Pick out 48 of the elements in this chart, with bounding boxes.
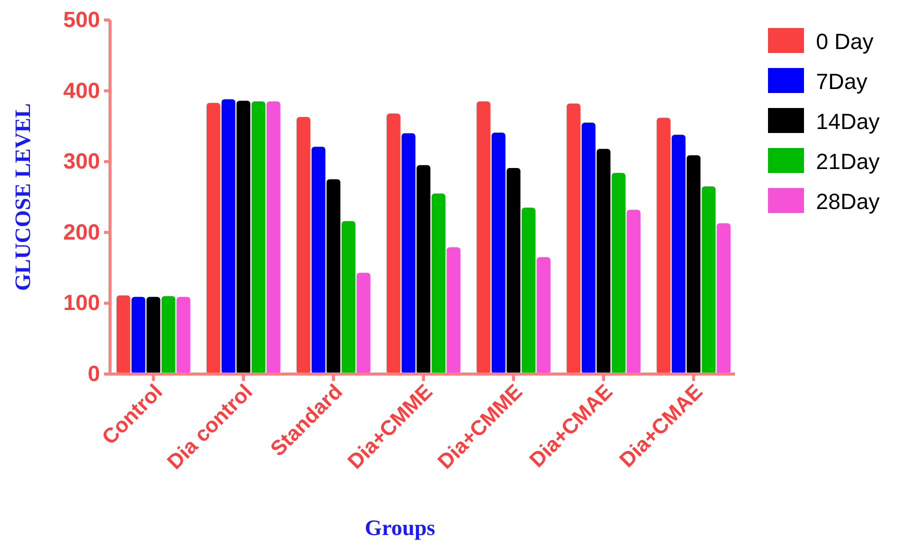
- bar: [432, 193, 446, 374]
- bar: [492, 132, 506, 374]
- bar: [566, 104, 580, 374]
- bar: [582, 122, 596, 374]
- bar: [686, 155, 700, 374]
- bar: [206, 102, 220, 374]
- bar: [176, 296, 190, 374]
- bar: [146, 296, 160, 374]
- bar: [356, 272, 370, 374]
- bar: [612, 172, 626, 374]
- legend-label: 0 Day: [816, 29, 874, 54]
- legend-label: 14Day: [816, 109, 880, 134]
- y-tick-label: 100: [63, 290, 100, 316]
- x-axis-title: Groups: [364, 515, 436, 540]
- bar: [522, 208, 536, 374]
- legend-label: 7Day: [816, 69, 868, 94]
- bar: [116, 295, 130, 374]
- bar: [416, 165, 430, 374]
- bar: [162, 296, 176, 374]
- bar: [716, 223, 730, 374]
- y-axis-title: GLUCOSE LEVEL: [10, 103, 35, 291]
- bar: [626, 210, 640, 374]
- bar: [266, 101, 280, 374]
- legend-label: 21Day: [816, 149, 880, 174]
- bar: [236, 100, 250, 374]
- bar: [672, 134, 686, 374]
- bar: [342, 221, 356, 374]
- bar: [476, 101, 490, 374]
- bar: [386, 113, 400, 374]
- bar: [326, 179, 340, 374]
- legend-label: 28Day: [816, 189, 880, 214]
- bar: [536, 257, 550, 374]
- y-tick-label: 400: [63, 78, 100, 103]
- bar: [312, 146, 326, 374]
- bar: [702, 186, 716, 374]
- y-tick-label: 200: [63, 219, 100, 244]
- bar: [446, 247, 460, 374]
- bar: [252, 101, 266, 374]
- bar: [596, 148, 610, 374]
- bar: [222, 99, 236, 374]
- bar: [656, 118, 670, 374]
- bar: [506, 168, 520, 374]
- bar: [296, 116, 310, 374]
- y-tick-label: 0: [88, 361, 100, 386]
- bar: [402, 133, 416, 374]
- y-tick-label: 500: [63, 7, 100, 32]
- y-tick-label: 300: [63, 148, 100, 174]
- bar: [132, 296, 146, 374]
